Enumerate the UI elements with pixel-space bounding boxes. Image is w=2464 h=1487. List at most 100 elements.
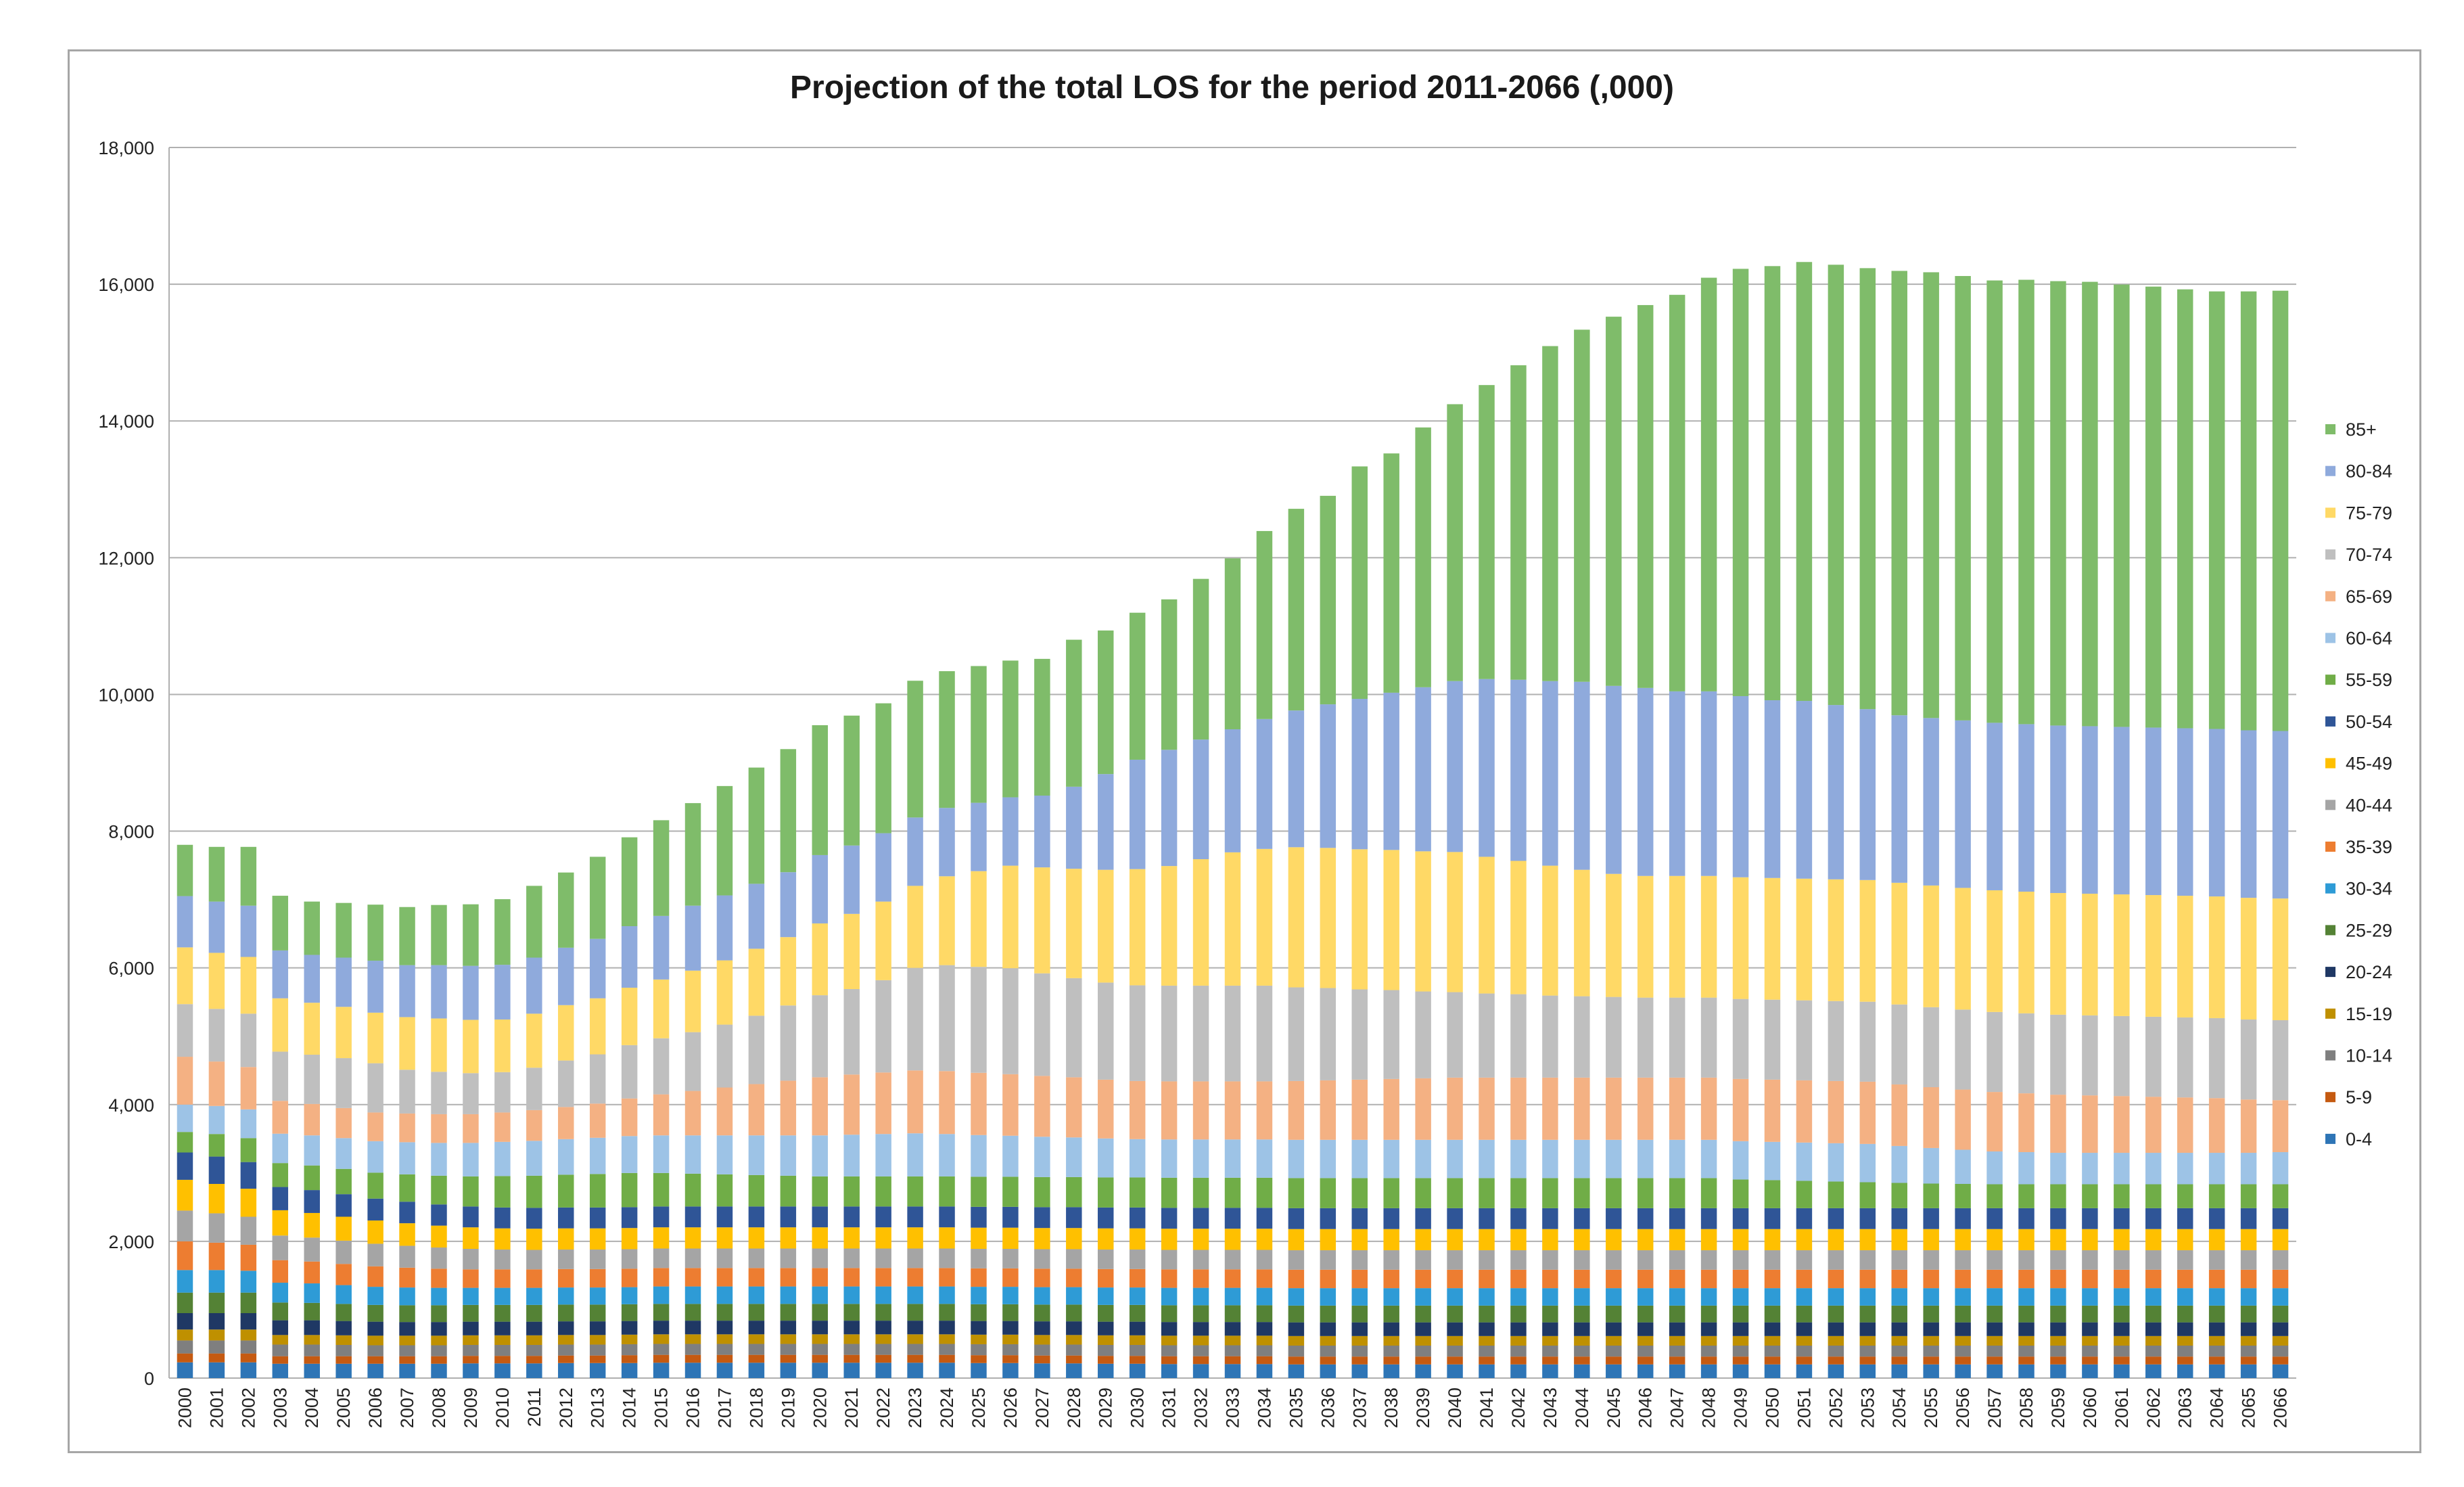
bar-35-39-2059 — [2050, 1269, 2066, 1289]
x-tick-label: 2003 — [270, 1388, 290, 1428]
bar-55-59-2043 — [1542, 1178, 1558, 1208]
bar-40-44-2020 — [812, 1248, 829, 1268]
bar-5-9-2038 — [1383, 1356, 1399, 1365]
bar-80-84-2040 — [1447, 681, 1463, 852]
bar-55-59-2030 — [1129, 1177, 1146, 1208]
bar-25-29-2037 — [1351, 1305, 1368, 1323]
bar-75-79-2002 — [240, 957, 257, 1014]
bar-5-9-2048 — [1700, 1356, 1717, 1365]
bar-75-79-2015 — [653, 979, 670, 1038]
y-tick-label: 12,000 — [98, 548, 154, 568]
bar-80-84-2028 — [1066, 786, 1082, 869]
bar-75-79-2009 — [463, 1020, 479, 1074]
bar-50-54-2050 — [1764, 1208, 1781, 1229]
bar-45-49-2055 — [1923, 1229, 1939, 1251]
x-tick-label: 2060 — [2080, 1388, 2100, 1428]
bar-65-69-2043 — [1542, 1077, 1558, 1140]
bar-60-64-2023 — [907, 1133, 923, 1176]
bar-50-54-2000 — [177, 1152, 193, 1180]
bar-25-29-2036 — [1320, 1305, 1336, 1323]
bar-20-24-2028 — [1066, 1321, 1082, 1335]
x-tick-label: 2029 — [1096, 1388, 1116, 1428]
bar-35-39-2032 — [1192, 1269, 1209, 1288]
bar-35-39-2017 — [716, 1268, 733, 1287]
bar-25-29-2038 — [1383, 1305, 1399, 1323]
bar-75-79-2013 — [589, 998, 606, 1055]
bar-75-79-2018 — [748, 948, 765, 1016]
bar-80-84-2055 — [1923, 718, 1939, 886]
x-tick-label: 2005 — [333, 1388, 354, 1428]
bar-40-44-2007 — [399, 1245, 415, 1268]
bar-85+-2055 — [1923, 272, 1939, 718]
bar-45-49-2034 — [1256, 1229, 1273, 1250]
bar-85+-2065 — [2240, 291, 2257, 731]
bar-25-29-2042 — [1510, 1305, 1527, 1323]
bar-30-34-2056 — [1955, 1288, 1971, 1306]
bar-25-29-2062 — [2145, 1305, 2162, 1323]
bar-85+-2009 — [463, 904, 479, 966]
bar-40-44-2045 — [1606, 1250, 1622, 1270]
bar-10-14-2033 — [1224, 1345, 1241, 1356]
bar-40-44-2002 — [240, 1216, 257, 1245]
bar-25-29-2049 — [1732, 1305, 1749, 1323]
bar-35-39-2056 — [1955, 1269, 1971, 1289]
bar-80-84-2006 — [367, 961, 383, 1013]
bar-35-39-2064 — [2208, 1269, 2225, 1289]
bar-15-19-2008 — [431, 1335, 447, 1346]
legend-swatch-80-84 — [2325, 465, 2335, 476]
bar-50-54-2008 — [431, 1204, 447, 1226]
bar-25-29-2023 — [907, 1304, 923, 1321]
bar-20-24-2001 — [208, 1312, 225, 1330]
bar-20-24-2004 — [304, 1320, 320, 1335]
bar-50-54-2019 — [780, 1206, 797, 1228]
bar-5-9-2014 — [621, 1355, 638, 1363]
bar-60-64-2006 — [367, 1141, 383, 1173]
bar-50-54-2030 — [1129, 1207, 1146, 1229]
x-tick-label: 2017 — [714, 1388, 735, 1428]
bar-20-24-2043 — [1542, 1322, 1558, 1336]
bar-70-74-2030 — [1129, 985, 1146, 1081]
bar-85+-2028 — [1066, 639, 1082, 787]
bar-65-69-2032 — [1192, 1081, 1209, 1140]
bar-65-69-2023 — [907, 1070, 923, 1134]
bar-85+-2000 — [177, 844, 193, 896]
bar-65-69-2011 — [526, 1109, 542, 1141]
bar-35-39-2050 — [1764, 1269, 1781, 1289]
bar-55-59-2031 — [1161, 1177, 1178, 1208]
legend-swatch-85+ — [2325, 424, 2335, 434]
x-tick-label: 2052 — [1826, 1388, 1846, 1428]
bar-25-29-2066 — [2272, 1305, 2289, 1323]
bar-40-44-2014 — [621, 1249, 638, 1269]
bar-80-84-2043 — [1542, 681, 1558, 866]
legend-label-25-29: 25-29 — [2346, 920, 2392, 940]
bar-0-4-2057 — [1986, 1364, 2003, 1378]
bar-0-4-2041 — [1479, 1364, 1495, 1378]
bar-20-24-2059 — [2050, 1322, 2066, 1336]
bar-10-14-2062 — [2145, 1345, 2162, 1357]
bar-10-14-2030 — [1129, 1344, 1146, 1356]
bar-15-19-2049 — [1732, 1335, 1749, 1346]
bar-75-79-2010 — [494, 1019, 511, 1072]
bar-85+-2035 — [1288, 509, 1305, 711]
bar-55-59-2040 — [1447, 1178, 1463, 1208]
bar-80-84-2012 — [558, 947, 574, 1005]
bar-15-19-2017 — [716, 1334, 733, 1344]
bar-75-79-2035 — [1288, 847, 1305, 988]
bar-10-14-2041 — [1479, 1345, 1495, 1357]
bar-80-84-2001 — [208, 901, 225, 953]
bar-55-59-2003 — [272, 1163, 289, 1187]
bar-45-49-2009 — [463, 1227, 479, 1250]
bar-10-14-2009 — [463, 1344, 479, 1356]
bar-15-19-2065 — [2240, 1335, 2257, 1346]
bar-55-59-2017 — [716, 1174, 733, 1207]
bar-40-44-2017 — [716, 1248, 733, 1268]
x-tick-label: 2020 — [810, 1388, 830, 1428]
bar-80-84-2029 — [1098, 774, 1114, 870]
x-tick-label: 2030 — [1128, 1388, 1148, 1428]
bar-60-64-2039 — [1415, 1139, 1431, 1179]
bar-65-69-2002 — [240, 1067, 257, 1109]
bar-0-4-2058 — [2018, 1364, 2035, 1378]
bar-35-39-2009 — [463, 1269, 479, 1288]
bar-30-34-2006 — [367, 1287, 383, 1305]
bar-10-14-2006 — [367, 1345, 383, 1356]
